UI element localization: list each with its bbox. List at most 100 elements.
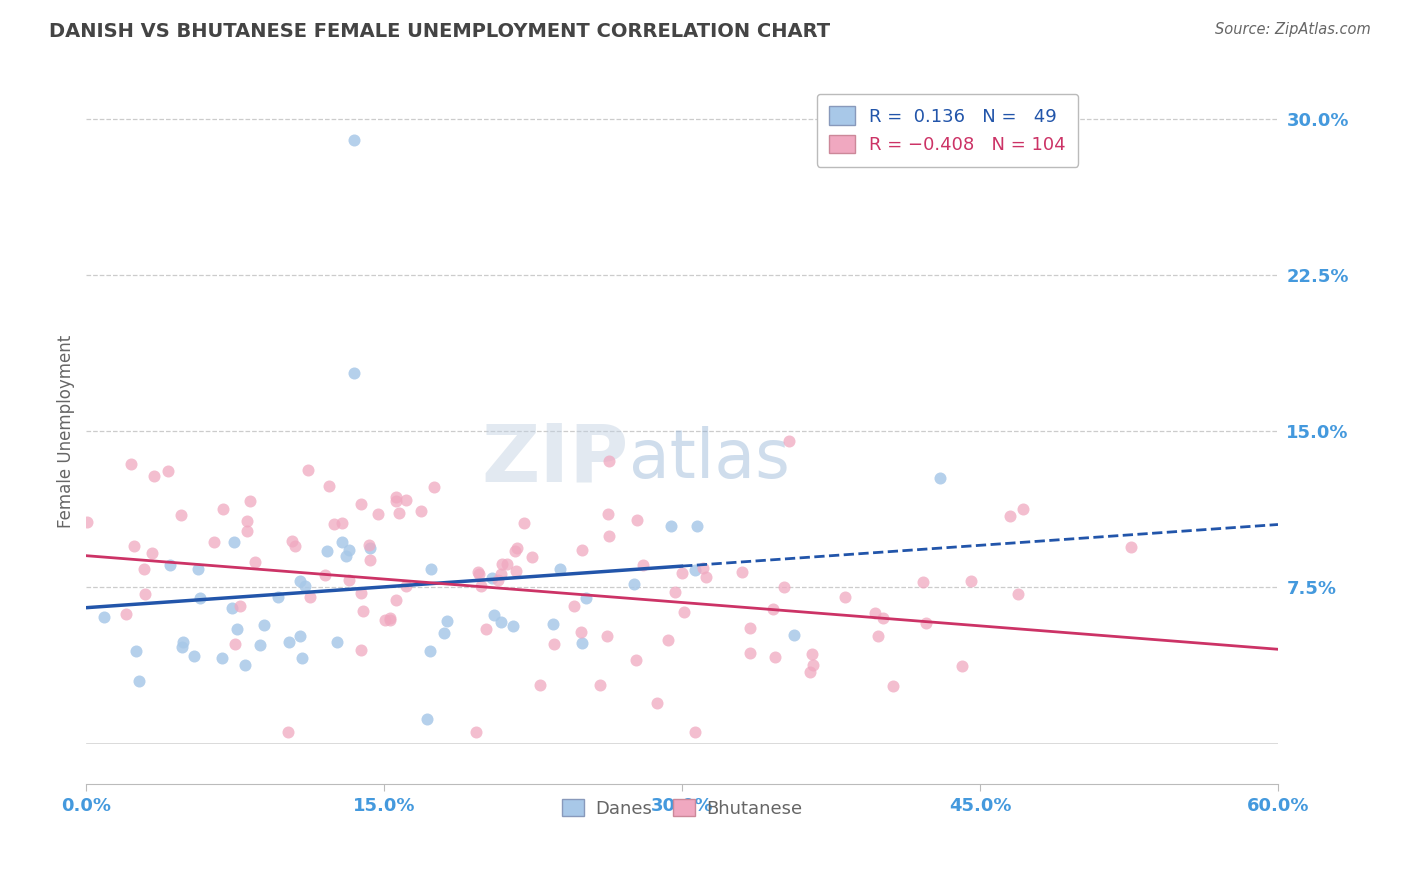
Point xyxy=(763,650,786,665)
Point xyxy=(470,579,492,593)
Point xyxy=(491,615,513,629)
Point xyxy=(141,546,163,560)
Point xyxy=(224,534,246,549)
Point xyxy=(128,673,150,688)
Point xyxy=(156,464,179,478)
Point xyxy=(482,607,505,622)
Point xyxy=(159,558,181,572)
Point xyxy=(423,480,446,494)
Point xyxy=(834,590,856,604)
Text: Source: ZipAtlas.com: Source: ZipAtlas.com xyxy=(1215,22,1371,37)
Point xyxy=(950,658,973,673)
Point xyxy=(911,574,934,589)
Point xyxy=(120,457,142,471)
Legend: Danes, Bhutanese: Danes, Bhutanese xyxy=(555,792,810,825)
Point xyxy=(491,557,513,571)
Point xyxy=(465,725,488,739)
Point xyxy=(571,636,593,650)
Point xyxy=(506,541,529,555)
Point xyxy=(801,657,824,672)
Point xyxy=(326,635,349,649)
Point xyxy=(224,637,246,651)
Point xyxy=(659,518,682,533)
Point xyxy=(236,514,259,528)
Point xyxy=(93,610,115,624)
Point xyxy=(598,528,620,542)
Point xyxy=(731,565,754,579)
Point xyxy=(385,592,408,607)
Point xyxy=(281,533,304,548)
Point xyxy=(134,587,156,601)
Point xyxy=(330,516,353,530)
Point xyxy=(695,570,717,584)
Point xyxy=(562,599,585,614)
Point xyxy=(367,507,389,521)
Point xyxy=(343,366,366,380)
Point xyxy=(337,542,360,557)
Point xyxy=(378,611,401,625)
Point xyxy=(626,513,648,527)
Point xyxy=(236,524,259,538)
Point xyxy=(143,469,166,483)
Point xyxy=(959,574,981,589)
Point xyxy=(998,509,1021,524)
Point xyxy=(692,560,714,574)
Point xyxy=(229,599,252,614)
Point xyxy=(486,573,509,587)
Point xyxy=(115,607,138,622)
Point xyxy=(589,678,612,692)
Point xyxy=(436,614,458,628)
Point xyxy=(409,504,432,518)
Point xyxy=(288,629,311,643)
Point xyxy=(335,549,357,564)
Point xyxy=(467,566,489,580)
Point xyxy=(596,508,619,522)
Point xyxy=(337,573,360,587)
Point xyxy=(188,591,211,605)
Point xyxy=(350,498,373,512)
Point xyxy=(475,622,498,636)
Point xyxy=(249,638,271,652)
Point xyxy=(740,622,762,636)
Point xyxy=(529,678,551,692)
Point xyxy=(290,574,312,588)
Point xyxy=(277,725,299,739)
Point xyxy=(541,617,564,632)
Point xyxy=(872,610,894,624)
Point xyxy=(277,634,299,648)
Point xyxy=(738,646,761,660)
Point xyxy=(419,562,441,576)
Point xyxy=(773,580,796,594)
Point xyxy=(496,557,519,571)
Point xyxy=(928,471,950,485)
Point xyxy=(467,567,489,582)
Point xyxy=(863,606,886,620)
Point xyxy=(671,566,693,580)
Point xyxy=(211,501,233,516)
Point xyxy=(221,601,243,615)
Point xyxy=(672,605,695,619)
Point xyxy=(291,651,314,665)
Point xyxy=(657,632,679,647)
Point xyxy=(330,534,353,549)
Point xyxy=(359,541,381,556)
Point xyxy=(782,628,804,642)
Point xyxy=(239,494,262,508)
Point xyxy=(170,640,193,654)
Point xyxy=(866,629,889,643)
Point xyxy=(598,454,620,468)
Point xyxy=(323,516,346,531)
Point xyxy=(416,712,439,726)
Point xyxy=(253,617,276,632)
Point xyxy=(384,493,406,508)
Point xyxy=(211,651,233,665)
Point xyxy=(172,634,194,648)
Point xyxy=(125,644,148,658)
Point xyxy=(505,564,527,578)
Point xyxy=(645,697,668,711)
Point xyxy=(314,568,336,582)
Point xyxy=(318,478,340,492)
Point xyxy=(132,562,155,576)
Point xyxy=(183,649,205,664)
Point xyxy=(170,508,193,522)
